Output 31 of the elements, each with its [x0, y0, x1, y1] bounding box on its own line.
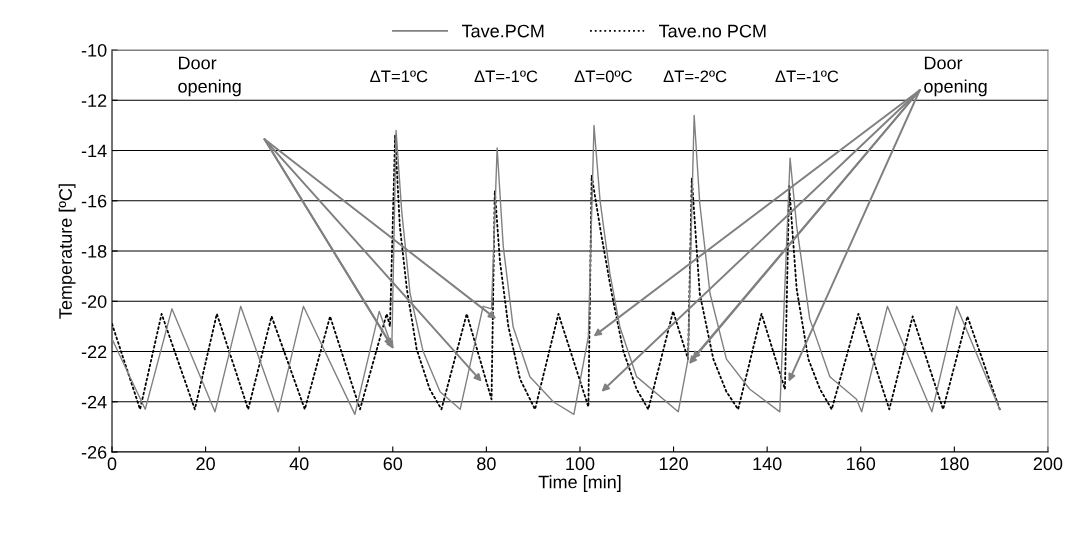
annotation: Door opening: [924, 56, 987, 97]
x-tick-label: 60: [383, 457, 403, 471]
x-tick-label: 200: [1033, 457, 1063, 471]
annotation: ΔT=-1ºC: [775, 70, 839, 83]
annotation: ΔT=1ºC: [370, 70, 428, 83]
x-tick-label: 80: [477, 457, 496, 471]
y-tick-label: -18: [81, 244, 107, 258]
annotation: ΔT=-2ºC: [663, 70, 727, 83]
y-tick-label: -20: [81, 295, 107, 308]
y-tick-label: -26: [81, 445, 107, 459]
annotation: Door opening: [178, 56, 241, 97]
x-tick-label: 160: [847, 457, 876, 471]
x-tick-label: 100: [566, 457, 595, 471]
y-tick-label: -14: [81, 144, 107, 158]
annotation: ΔT=-1ºC: [474, 70, 538, 83]
x-tick-label: 120: [659, 457, 688, 471]
y-tick-label: -22: [81, 345, 107, 359]
y-tick-label: -24: [81, 395, 107, 409]
legend-label: Tave.no PCM: [659, 24, 766, 38]
annotation: ΔT=0ºC: [574, 70, 632, 83]
x-tick-label: 20: [196, 457, 215, 471]
x-tick-label: 140: [753, 457, 782, 471]
y-axis-title: Temperature [ºC]: [58, 184, 76, 319]
x-tick-label: 180: [940, 457, 969, 471]
y-tick-label: -16: [81, 194, 107, 208]
x-tick-label: 40: [289, 457, 309, 471]
x-axis-title: Time [min]: [538, 475, 621, 492]
x-tick-label: 0: [107, 457, 117, 471]
legend-label: Tave.PCM: [461, 24, 544, 38]
y-tick-label: -12: [81, 94, 107, 107]
y-tick-label: -10: [81, 43, 107, 57]
